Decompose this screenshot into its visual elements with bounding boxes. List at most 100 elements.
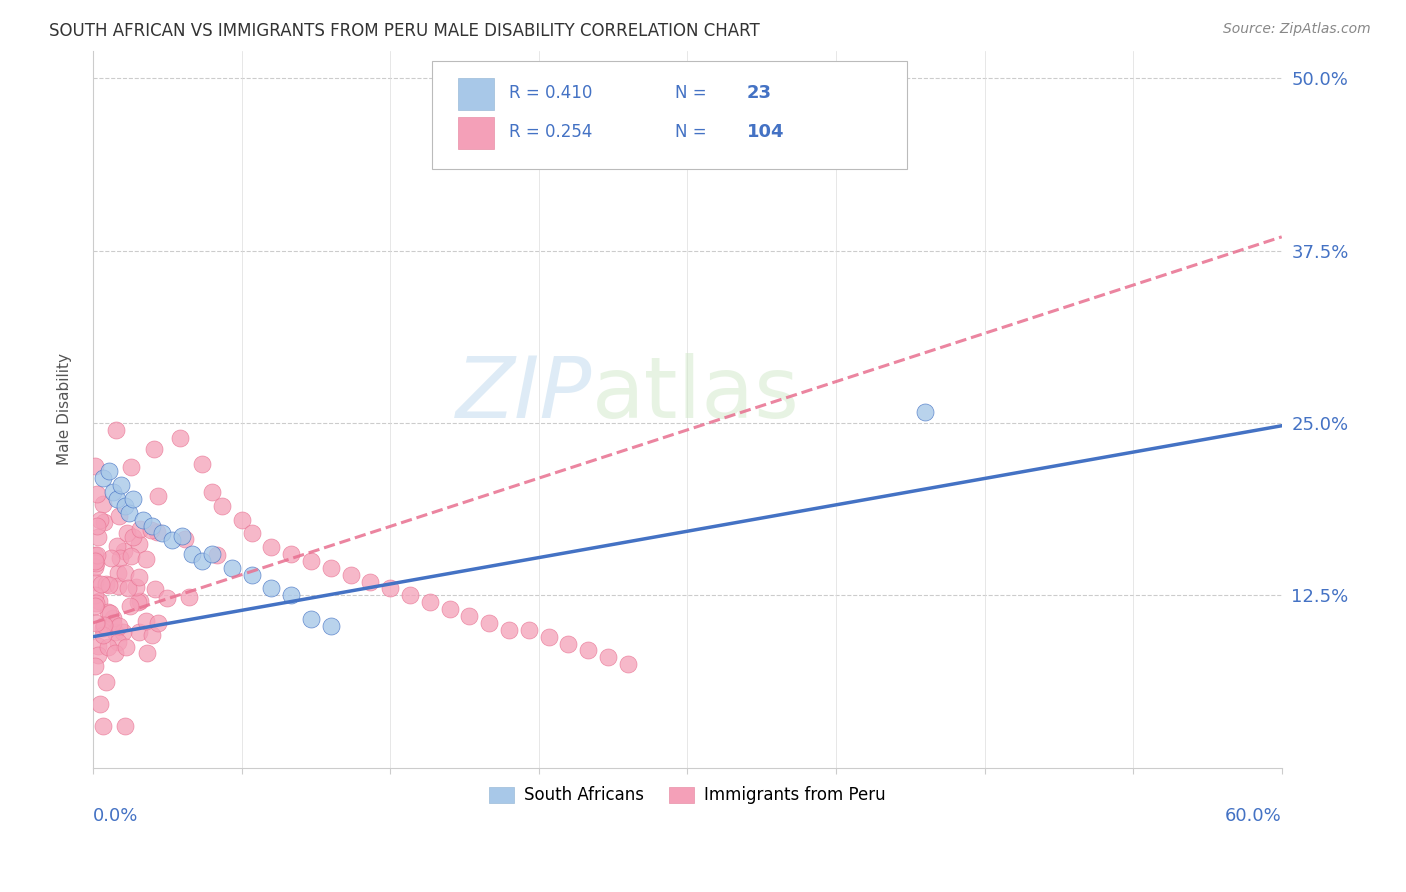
- Point: [97, 605, 120, 619]
- FancyBboxPatch shape: [432, 62, 907, 169]
- Point: [143, 582, 166, 596]
- Point: [104, 646, 127, 660]
- Point: [231, 512, 253, 526]
- Text: 104: 104: [747, 123, 785, 141]
- Point: [84, 574, 107, 589]
- Point: [86, 487, 108, 501]
- FancyBboxPatch shape: [458, 117, 494, 149]
- Point: [117, 581, 139, 595]
- Point: [118, 506, 141, 520]
- Point: [98, 578, 121, 592]
- Point: [115, 640, 138, 654]
- Point: [146, 489, 169, 503]
- Text: 23: 23: [747, 84, 772, 102]
- Point: [240, 526, 263, 541]
- Point: [84, 548, 107, 562]
- Point: [84, 615, 107, 630]
- Point: [319, 618, 342, 632]
- Point: [419, 595, 441, 609]
- Point: [84, 552, 107, 566]
- Point: [114, 499, 136, 513]
- Point: [91, 628, 114, 642]
- Point: [112, 625, 135, 640]
- Text: ZIP: ZIP: [456, 353, 592, 436]
- Point: [280, 547, 302, 561]
- Point: [114, 719, 136, 733]
- Point: [112, 543, 135, 558]
- Point: [93, 515, 115, 529]
- Point: [120, 459, 142, 474]
- Point: [93, 621, 115, 635]
- Point: [181, 547, 204, 561]
- Point: [156, 591, 179, 606]
- Point: [122, 530, 145, 544]
- Point: [84, 599, 107, 613]
- Text: R = 0.410: R = 0.410: [509, 84, 592, 102]
- Point: [107, 566, 129, 580]
- Legend: South Africans, Immigrants from Peru: South Africans, Immigrants from Peru: [482, 780, 893, 811]
- Point: [339, 567, 361, 582]
- Point: [280, 588, 302, 602]
- Point: [104, 624, 127, 639]
- Point: [96, 577, 118, 591]
- Point: [89, 594, 111, 608]
- Point: [201, 547, 224, 561]
- Point: [173, 532, 195, 546]
- Point: [617, 657, 640, 672]
- Point: [136, 646, 159, 660]
- Point: [101, 484, 124, 499]
- Point: [135, 552, 157, 566]
- Point: [105, 491, 128, 506]
- Point: [87, 530, 110, 544]
- Point: [84, 556, 107, 570]
- Text: R = 0.254: R = 0.254: [509, 123, 592, 141]
- Point: [380, 582, 402, 596]
- Point: [105, 423, 128, 437]
- Point: [221, 561, 243, 575]
- Y-axis label: Male Disability: Male Disability: [58, 353, 72, 466]
- Point: [129, 522, 152, 536]
- Point: [128, 569, 150, 583]
- Point: [125, 580, 148, 594]
- Point: [114, 566, 136, 580]
- Point: [84, 559, 107, 574]
- Point: [141, 627, 163, 641]
- Point: [110, 478, 132, 492]
- Point: [205, 548, 228, 562]
- Point: [359, 574, 381, 589]
- Point: [86, 519, 108, 533]
- Point: [107, 618, 129, 632]
- Text: N =: N =: [675, 84, 707, 102]
- Point: [84, 596, 107, 610]
- Point: [86, 639, 108, 653]
- Point: [101, 611, 124, 625]
- Point: [90, 577, 112, 591]
- Point: [319, 561, 342, 575]
- Point: [129, 594, 152, 608]
- Point: [478, 615, 501, 630]
- Point: [240, 567, 263, 582]
- Point: [146, 524, 169, 539]
- Text: atlas: atlas: [592, 353, 800, 436]
- Point: [87, 648, 110, 662]
- Point: [108, 550, 131, 565]
- Point: [89, 513, 111, 527]
- Point: [537, 630, 560, 644]
- Point: [150, 526, 173, 541]
- Point: [135, 614, 157, 628]
- Point: [84, 588, 107, 602]
- Point: [191, 554, 214, 568]
- Point: [107, 635, 129, 649]
- Point: [103, 615, 125, 630]
- Point: [458, 609, 481, 624]
- Text: SOUTH AFRICAN VS IMMIGRANTS FROM PERU MALE DISABILITY CORRELATION CHART: SOUTH AFRICAN VS IMMIGRANTS FROM PERU MA…: [49, 22, 761, 40]
- Point: [141, 519, 163, 533]
- Point: [105, 539, 128, 553]
- Point: [128, 624, 150, 639]
- Point: [84, 554, 107, 568]
- Point: [598, 650, 620, 665]
- Point: [139, 523, 162, 537]
- Point: [108, 508, 131, 523]
- Point: [162, 533, 184, 548]
- Point: [191, 458, 214, 472]
